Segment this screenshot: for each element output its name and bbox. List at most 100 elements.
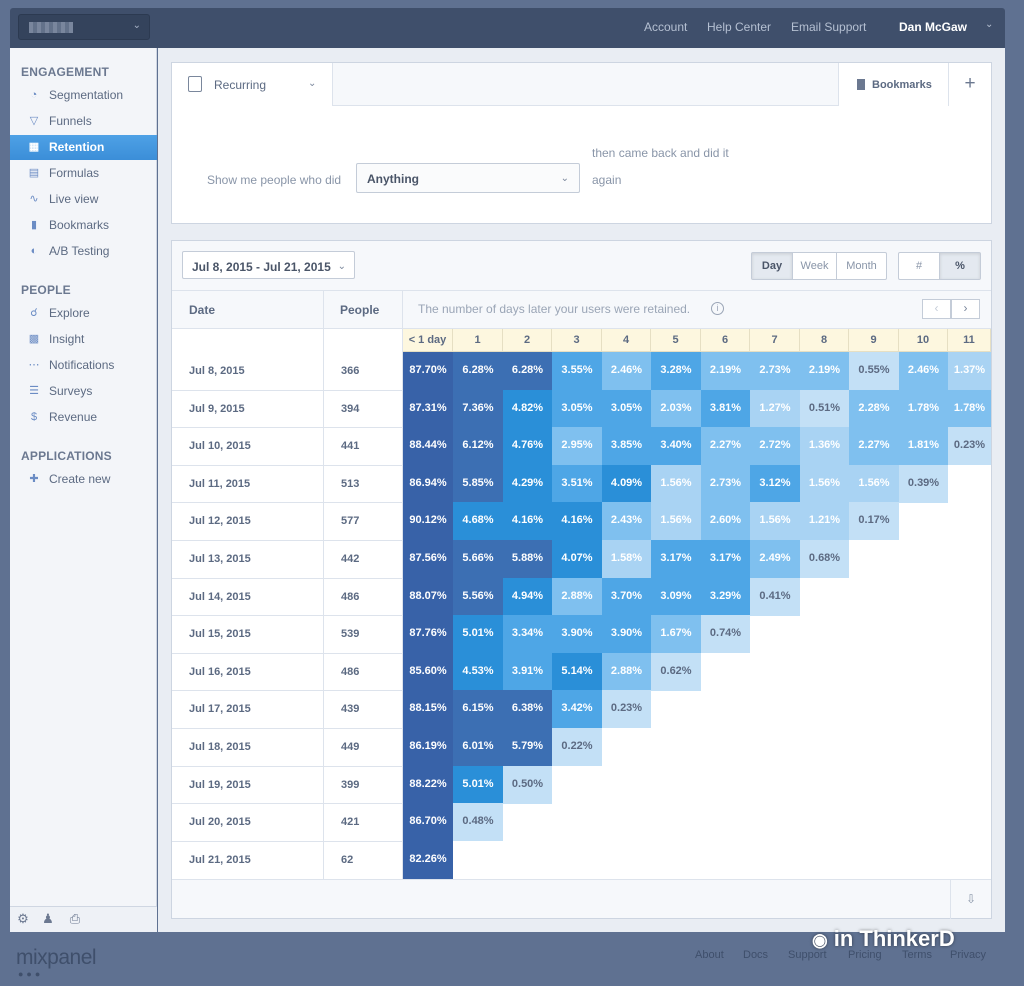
retention-cell[interactable]: 4.53% [453, 652, 503, 691]
retention-cell[interactable]: 2.27% [849, 427, 899, 466]
add-user-icon[interactable]: ♟ [42, 911, 54, 926]
retention-cell[interactable]: 3.70% [602, 577, 651, 616]
retention-cell[interactable]: 1.78% [948, 389, 991, 428]
prev-page-button[interactable]: ‹ [922, 299, 951, 319]
retention-cell[interactable]: 1.56% [800, 464, 849, 503]
sidebar-item-explore[interactable]: ☌ Explore [10, 301, 157, 326]
footer-privacy[interactable]: Privacy [950, 949, 987, 961]
retention-cell[interactable]: 5.88% [503, 540, 552, 579]
retention-cell[interactable]: 4.94% [503, 577, 552, 616]
retention-cell[interactable]: 2.88% [552, 577, 602, 616]
sidebar-item-a-b-testing[interactable]: ◐ A/B Testing [10, 239, 157, 264]
footer-docs[interactable]: Docs [743, 949, 769, 961]
retention-cell[interactable]: 6.12% [453, 427, 503, 466]
retention-cell[interactable]: 3.09% [651, 577, 701, 616]
retention-cell[interactable]: 4.82% [503, 389, 552, 428]
bookmarks-button[interactable]: Bookmarks [838, 63, 948, 106]
sidebar-item-create-new[interactable]: ✚ Create new [10, 467, 157, 492]
retention-cell[interactable]: 88.22% [403, 765, 453, 804]
print-icon[interactable]: ⎙ [69, 911, 81, 926]
retention-cell[interactable]: 88.15% [403, 690, 453, 729]
retention-cell[interactable]: 0.48% [453, 803, 503, 842]
retention-cell[interactable]: 87.56% [403, 540, 453, 579]
retention-cell[interactable]: 87.31% [403, 389, 453, 428]
retention-cell[interactable]: 4.68% [453, 502, 503, 541]
retention-cell[interactable]: 1.56% [849, 464, 899, 503]
sidebar-item-bookmarks[interactable]: ▮ Bookmarks [10, 213, 157, 238]
retention-cell[interactable]: 2.73% [750, 352, 800, 391]
retention-cell[interactable]: 2.19% [701, 352, 750, 391]
interval-week[interactable]: Week [793, 253, 837, 279]
retention-cell[interactable]: 87.76% [403, 615, 453, 654]
retention-cell[interactable]: 5.01% [453, 765, 503, 804]
retention-cell[interactable]: 3.12% [750, 464, 800, 503]
retention-cell[interactable]: 2.60% [701, 502, 750, 541]
retention-cell[interactable]: 1.78% [899, 389, 948, 428]
retention-cell[interactable]: 0.55% [849, 352, 899, 391]
retention-cell[interactable]: 7.36% [453, 389, 503, 428]
retention-cell[interactable]: 5.85% [453, 464, 503, 503]
interval-day[interactable]: Day [752, 253, 793, 279]
retention-cell[interactable]: 6.28% [453, 352, 503, 391]
retention-cell[interactable]: 4.09% [602, 464, 651, 503]
retention-cell[interactable]: 6.28% [503, 352, 552, 391]
retention-cell[interactable]: 3.42% [552, 690, 602, 729]
retention-cell[interactable]: 6.01% [453, 728, 503, 767]
retention-cell[interactable]: 2.43% [602, 502, 651, 541]
footer-support[interactable]: Support [788, 949, 827, 961]
retention-cell[interactable]: 2.27% [701, 427, 750, 466]
retention-cell[interactable]: 5.66% [453, 540, 503, 579]
retention-cell[interactable]: 87.70% [403, 352, 453, 391]
retention-cell[interactable]: 0.23% [948, 427, 991, 466]
sidebar-item-notifications[interactable]: ⋯ Notifications [10, 353, 157, 378]
retention-cell[interactable]: 6.15% [453, 690, 503, 729]
retention-cell[interactable]: 2.73% [701, 464, 750, 503]
nav-account[interactable]: Account [644, 20, 688, 34]
retention-cell[interactable]: 1.81% [899, 427, 948, 466]
sidebar-item-revenue[interactable]: $ Revenue [10, 405, 157, 430]
retention-cell[interactable]: 2.19% [800, 352, 849, 391]
retention-cell[interactable]: 3.81% [701, 389, 750, 428]
retention-cell[interactable]: 2.95% [552, 427, 602, 466]
retention-cell[interactable]: 5.01% [453, 615, 503, 654]
retention-cell[interactable]: 3.28% [651, 352, 701, 391]
retention-cell[interactable]: 3.55% [552, 352, 602, 391]
retention-cell[interactable]: 0.23% [602, 690, 651, 729]
retention-cell[interactable]: 0.22% [552, 728, 602, 767]
sidebar-item-surveys[interactable]: ☰ Surveys [10, 379, 157, 404]
retention-cell[interactable]: 3.90% [602, 615, 651, 654]
gear-icon[interactable]: ⚙ [17, 911, 29, 926]
retention-cell[interactable]: 86.19% [403, 728, 453, 767]
project-selector[interactable]: ⌄ [18, 14, 150, 40]
retention-cell[interactable]: 4.16% [503, 502, 552, 541]
retention-cell[interactable]: 88.44% [403, 427, 453, 466]
retention-cell[interactable]: 3.17% [701, 540, 750, 579]
retention-cell[interactable]: 0.50% [503, 765, 552, 804]
retention-cell[interactable]: 0.17% [849, 502, 899, 541]
sidebar-item-segmentation[interactable]: ◔ Segmentation [10, 83, 157, 108]
retention-cell[interactable]: 2.28% [849, 389, 899, 428]
retention-cell[interactable]: 88.07% [403, 577, 453, 616]
retention-cell[interactable]: 90.12% [403, 502, 453, 541]
retention-cell[interactable]: 0.39% [899, 464, 948, 503]
retention-cell[interactable]: 1.56% [651, 464, 701, 503]
retention-cell[interactable]: 5.79% [503, 728, 552, 767]
retention-cell[interactable]: 3.40% [651, 427, 701, 466]
retention-cell[interactable]: 85.60% [403, 652, 453, 691]
sidebar-item-formulas[interactable]: ▤ Formulas [10, 161, 157, 186]
interval-month[interactable]: Month [846, 260, 877, 272]
retention-cell[interactable]: 4.07% [552, 540, 602, 579]
event-selector[interactable]: Anything ⌄ [356, 163, 580, 193]
footer-pricing[interactable]: Pricing [848, 949, 882, 961]
retention-cell[interactable]: 3.29% [701, 577, 750, 616]
sidebar-item-live-view[interactable]: ∿ Live view [10, 187, 157, 212]
retention-cell[interactable]: 0.68% [800, 540, 849, 579]
retention-cell[interactable]: 5.14% [552, 652, 602, 691]
export-icon[interactable]: ⇩ [950, 880, 991, 919]
footer-terms[interactable]: Terms [902, 949, 932, 961]
mode-count[interactable]: # [899, 253, 940, 279]
retention-cell[interactable]: 3.34% [503, 615, 552, 654]
report-type-selector[interactable]: Recurring ⌄ [172, 63, 333, 106]
retention-cell[interactable]: 2.72% [750, 427, 800, 466]
retention-cell[interactable]: 6.38% [503, 690, 552, 729]
